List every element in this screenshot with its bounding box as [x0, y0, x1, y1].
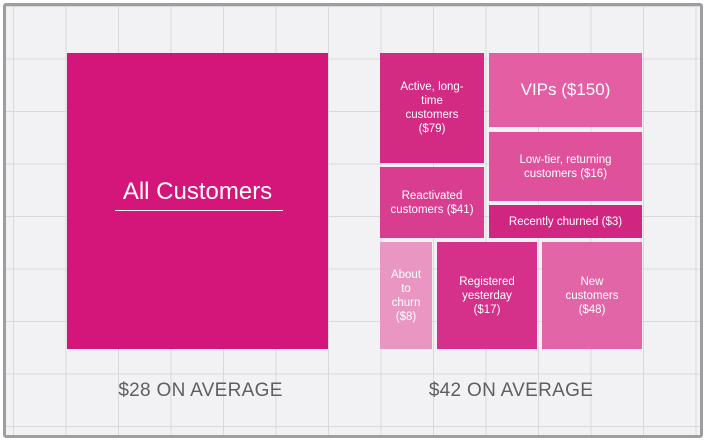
segment-about-to-churn: About to churn ($8): [380, 242, 432, 349]
diagram-canvas: All Customers Active, long-time customer…: [3, 3, 703, 438]
segment-label: New customers ($48): [565, 275, 619, 316]
segment-new-customers: New customers ($48): [542, 242, 642, 349]
segment-label: Low-tier, returning customers ($16): [519, 153, 612, 180]
segment-label: Active, long-time customers ($79): [400, 81, 464, 135]
segment-recently-churned: Recently churned ($3): [489, 205, 642, 238]
segment-label: VIPs ($150): [520, 80, 611, 99]
segment-label: Registered yesterday ($17): [459, 275, 515, 316]
all-customers-title: All Customers: [122, 178, 273, 205]
segment-label: Reactivated customers ($41): [390, 189, 474, 216]
title-underline: [115, 210, 283, 211]
segment-label: About to churn ($8): [390, 268, 422, 323]
segment-label: Recently churned ($3): [508, 215, 623, 228]
segment-low-tier: Low-tier, returning customers ($16): [489, 132, 642, 201]
segment-vips: VIPs ($150): [489, 53, 642, 127]
segment-registered-yesterday: Registered yesterday ($17): [437, 242, 537, 349]
segment-reactivated: Reactivated customers ($41): [380, 167, 484, 238]
all-customers-block: All Customers: [67, 53, 328, 349]
right-average-label: $42 ON AVERAGE: [428, 380, 594, 401]
segment-active-long-time: Active, long-time customers ($79): [380, 53, 484, 163]
left-average-label: $28 ON AVERAGE: [118, 380, 283, 401]
